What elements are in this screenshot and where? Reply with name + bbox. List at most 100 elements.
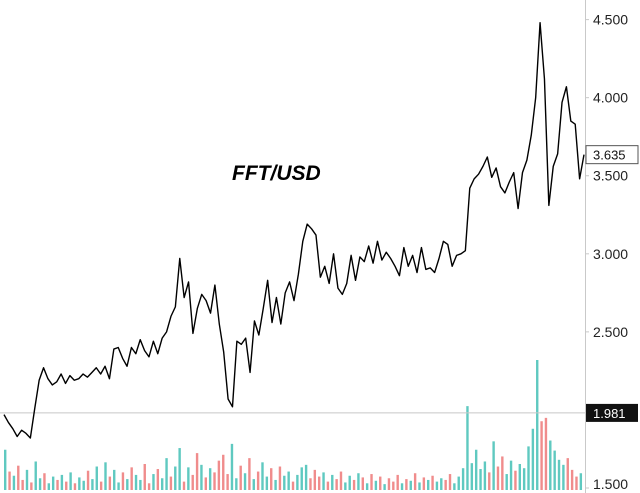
volume-bar [21, 479, 24, 490]
volume-bar [566, 458, 569, 490]
volume-bar [104, 462, 107, 490]
volume-bar [208, 468, 212, 490]
volume-bar [139, 479, 142, 490]
volume-bar [479, 469, 482, 490]
volume-bar [291, 481, 295, 490]
volume-bar [283, 475, 286, 490]
volume-bar [25, 469, 29, 490]
current-price-tag: 3.635 [585, 145, 639, 165]
volume-bar [113, 469, 116, 490]
volume-bar [47, 483, 51, 490]
volume-bar [261, 462, 264, 490]
volume-bar [466, 406, 469, 490]
volume-bar [226, 474, 229, 490]
volume-bar [204, 477, 207, 490]
volume-bar [43, 473, 46, 490]
volume-bar [156, 469, 160, 490]
volume-bar [544, 417, 548, 490]
volume-bar [557, 459, 561, 490]
volume-bar [387, 478, 391, 490]
volume-bar [143, 464, 146, 490]
volume-bar [579, 473, 583, 490]
volume-bar [453, 483, 456, 490]
volume-bar [191, 474, 194, 490]
volume-bar [265, 476, 269, 490]
volume-bar [147, 483, 151, 490]
volume-bar [536, 360, 539, 490]
volume-bar [213, 472, 216, 490]
volume-bar [12, 475, 16, 490]
y-tick-label: 3.500 [593, 168, 628, 184]
volume-bar [235, 478, 238, 490]
volume-bar [374, 480, 378, 490]
volume-bar [130, 467, 133, 490]
volume-bar [278, 466, 282, 490]
price-line [3, 22, 585, 439]
volume-bar [492, 441, 495, 490]
volume-bar [195, 453, 199, 490]
volume-bar [509, 460, 513, 490]
volume-bar [352, 479, 356, 490]
volume-bar [422, 477, 426, 490]
volume-bar [117, 482, 120, 490]
volume-bar [243, 473, 247, 490]
volume-bar [496, 466, 500, 490]
volume-bar [570, 469, 574, 490]
volume-bar [440, 478, 443, 490]
volume-bar [69, 472, 72, 490]
volume-bar [400, 483, 404, 490]
volume-bar [413, 473, 417, 490]
volume-bar [527, 446, 530, 490]
volume-bar [448, 474, 452, 490]
volume-bar [239, 465, 242, 490]
volume-bar [187, 467, 190, 490]
volume-bar [178, 448, 181, 490]
volume-bar [30, 482, 33, 490]
volume-bar [304, 464, 308, 490]
volume-bar [474, 449, 478, 490]
volume-bar [95, 466, 98, 490]
y-tick-label: 1.500 [593, 476, 628, 492]
volume-bar [409, 480, 412, 490]
volume-bar [217, 460, 221, 490]
volume-bar [73, 483, 77, 490]
volume-bars [4, 360, 583, 490]
chart-title: FFT/USD [232, 162, 321, 185]
volume-bar [348, 475, 351, 490]
reference-price-box [586, 403, 638, 422]
volume-bar [383, 484, 386, 490]
volume-bar [134, 474, 138, 490]
volume-bar [126, 479, 129, 490]
volume-bar [392, 481, 395, 490]
volume-bar [65, 481, 68, 490]
volume-bar [108, 476, 112, 490]
volume-bar [562, 464, 565, 490]
volume-bar [160, 478, 164, 490]
volume-bar [313, 469, 317, 490]
volume-bar [331, 474, 334, 490]
volume-bar [38, 478, 42, 490]
volume-bar [379, 476, 382, 490]
volume-bar [505, 474, 508, 490]
reference-price-label: 1.981 [593, 406, 626, 421]
volume-bar [86, 470, 90, 490]
volume-bar [121, 472, 125, 490]
volume-bar [339, 471, 343, 490]
volume-bar [435, 481, 439, 490]
volume-bar [418, 482, 421, 490]
volume-bar [531, 428, 535, 490]
volume-bar [461, 468, 465, 490]
volume-bar [470, 463, 474, 490]
volume-bar [230, 443, 234, 490]
volume-bar [169, 476, 173, 490]
volume-bar [326, 481, 330, 490]
current-price-box [585, 145, 639, 165]
volume-bar [200, 464, 203, 490]
volume-bar [431, 475, 434, 490]
volume-bar [549, 440, 552, 490]
volume-bar [575, 476, 578, 490]
volume-bar [165, 458, 168, 490]
volume-bar [322, 472, 325, 490]
